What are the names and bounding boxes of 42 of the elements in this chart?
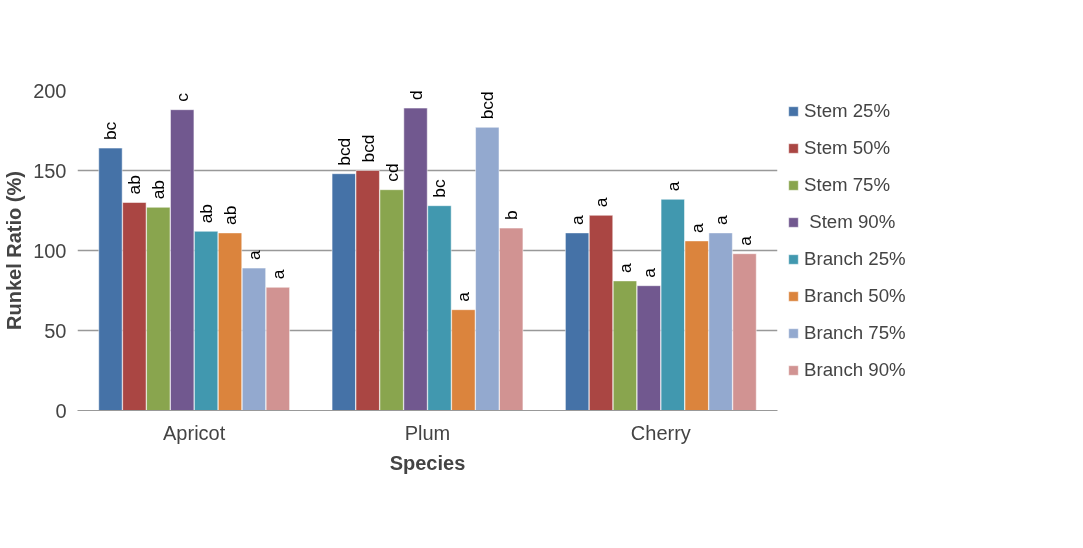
legend-label: Stem 75% bbox=[804, 174, 891, 196]
legend-label: Branch 50% bbox=[804, 285, 906, 307]
data-label: c bbox=[172, 92, 193, 102]
x-axis-title: Species bbox=[389, 451, 466, 474]
data-label: a bbox=[453, 291, 474, 302]
data-label: bc bbox=[100, 121, 121, 141]
legend-label: Branch 75% bbox=[804, 322, 906, 344]
data-label: a bbox=[614, 262, 635, 273]
data-label: a bbox=[662, 181, 683, 192]
data-label: a bbox=[638, 267, 659, 278]
legend-label: Stem 90% bbox=[808, 211, 896, 233]
data-label: cd bbox=[381, 163, 402, 182]
x-tick-label: Plum bbox=[404, 421, 451, 444]
data-label: bcd bbox=[477, 91, 498, 120]
data-label: bcd bbox=[333, 137, 354, 166]
x-tick-label: Apricot bbox=[163, 421, 226, 444]
y-tick-label: 150 bbox=[33, 159, 67, 182]
y-tick-label: 0 bbox=[55, 399, 67, 422]
y-tick-label: 100 bbox=[33, 239, 67, 262]
data-label: bc bbox=[429, 179, 450, 198]
data-label: a bbox=[734, 235, 755, 246]
data-label: ab bbox=[220, 205, 241, 225]
data-label: ab bbox=[196, 204, 217, 224]
data-label: b bbox=[501, 210, 522, 221]
legend-label: Branch 90% bbox=[804, 359, 906, 381]
data-label: a bbox=[686, 222, 707, 233]
legend-label: Stem 25% bbox=[804, 100, 891, 122]
data-label: bcd bbox=[357, 134, 378, 163]
data-label: a bbox=[710, 214, 731, 225]
data-label: d bbox=[405, 90, 426, 101]
y-tick-label: 200 bbox=[33, 79, 67, 102]
data-label: a bbox=[267, 269, 288, 280]
y-tick-label: 50 bbox=[44, 319, 67, 342]
data-label: a bbox=[591, 197, 612, 208]
data-label: ab bbox=[148, 180, 169, 200]
data-label: a bbox=[243, 250, 264, 261]
x-tick-label: Cherry bbox=[630, 421, 691, 444]
legend-label: Branch 25% bbox=[804, 248, 906, 270]
y-axis-title: Runkel Ratio (%) bbox=[3, 171, 26, 330]
data-label: ab bbox=[124, 175, 145, 195]
data-label: a bbox=[567, 214, 588, 225]
legend-label: Stem 50% bbox=[804, 137, 891, 159]
